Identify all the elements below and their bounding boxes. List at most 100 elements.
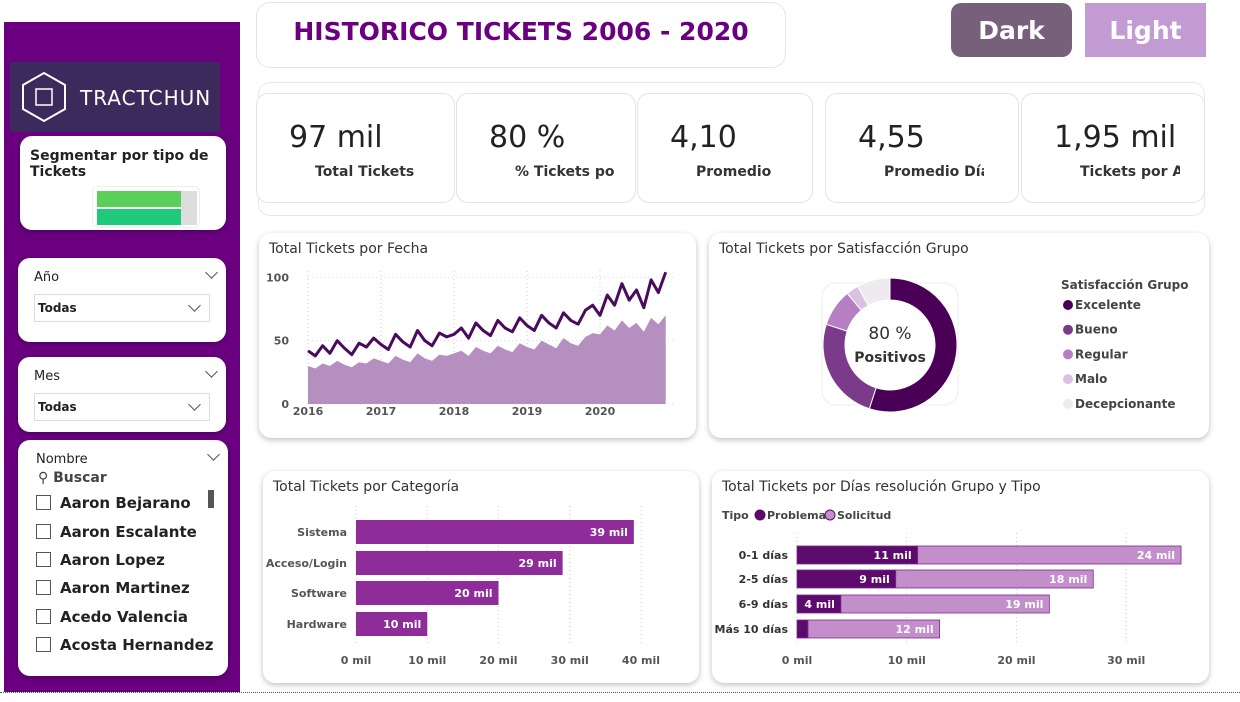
value-label: 29 mil xyxy=(518,557,556,570)
filter-label: Nombre xyxy=(36,452,88,467)
kpi-value: 1,95 mil xyxy=(1054,120,1177,155)
value-label: 19 mil xyxy=(1005,598,1043,611)
x-tick-label: 30 mil xyxy=(1107,654,1145,667)
bar-segment xyxy=(807,619,941,639)
legend-marker xyxy=(1063,374,1073,385)
filter-value: Todas xyxy=(38,301,77,315)
bar xyxy=(356,581,499,605)
x-tick-label: 2016 xyxy=(293,405,324,418)
logo-icon xyxy=(22,71,66,123)
legend-label: Decepcionante xyxy=(1075,397,1175,411)
legend-marker xyxy=(1063,349,1073,360)
filter-label: Año xyxy=(34,270,60,285)
bar-segment xyxy=(840,594,1050,614)
chart-title: Total Tickets por Categoría xyxy=(272,479,459,495)
legend-marker xyxy=(1063,300,1073,310)
name-filter: Nombre ⚲ Buscar Aaron Bejarano Aaron Esc… xyxy=(18,440,228,676)
x-tick-label: 2018 xyxy=(439,405,470,418)
bar-segment xyxy=(895,569,1094,589)
legend-title: Tipo xyxy=(722,509,749,522)
chart-card: Total Tickets por Fecha 2016 2017 2018 2019 2… xyxy=(259,233,696,438)
pie-slice xyxy=(868,277,958,413)
category-label: 0-1 días xyxy=(739,549,789,562)
value-label: 39 mil xyxy=(590,526,628,539)
legend-label: Solicitud xyxy=(837,509,891,522)
legend-label: Malo xyxy=(1075,372,1107,386)
name-text: Aaron Martinez xyxy=(60,579,190,597)
search[interactable]: ⚲ Buscar xyxy=(38,470,107,486)
year-filter: Año Todas xyxy=(18,258,226,342)
value-label: 11 mil xyxy=(874,549,912,562)
value-label: 18 mil xyxy=(1049,573,1087,586)
category-label: Acceso/Login xyxy=(266,557,347,570)
x-tick-label: 0 mil xyxy=(782,654,813,667)
month-filter: Mes Todas xyxy=(18,357,226,432)
search-text: Buscar xyxy=(53,470,107,486)
kpi-label: Promedio xyxy=(696,164,772,180)
kpi-label: Promedio Días xyxy=(884,164,984,180)
segment-button[interactable] xyxy=(92,186,200,228)
name-item[interactable]: Aaron Martinez xyxy=(36,579,190,597)
x-tick-label: 20 mil xyxy=(479,654,517,667)
value-label: 10 mil xyxy=(383,618,421,631)
kpi-value: 4,10 xyxy=(670,120,737,155)
legend-label: Excelente xyxy=(1075,298,1141,312)
x-tick-label: 2019 xyxy=(512,405,543,418)
center-text: 80 % xyxy=(868,324,911,344)
y-tick-label: 100 xyxy=(266,271,289,284)
kpi-label: Total Tickets xyxy=(315,164,415,180)
kpi-card: 97 mil Total Tickets xyxy=(256,93,455,203)
light-button[interactable]: Light xyxy=(1085,3,1206,57)
bar-segment xyxy=(917,545,1182,565)
page-title: HISTORICO TICKETS 2006 - 2020 xyxy=(256,2,786,68)
chart: Total Tickets por Días resolución Grupo … xyxy=(715,479,1182,667)
bar xyxy=(356,612,428,636)
chart-title: Total Tickets por Fecha xyxy=(268,241,428,257)
center-text: Positivos xyxy=(854,350,926,366)
kpi-card: 1,95 mil Tickets por A xyxy=(1021,93,1205,203)
value-label: 20 mil xyxy=(454,587,492,600)
name-text: Acosta Hernandez xyxy=(60,636,214,654)
name-item[interactable]: Acosta Hernandez xyxy=(36,636,214,654)
filter-dropdown[interactable]: Todas xyxy=(34,294,210,322)
line xyxy=(307,271,668,358)
pie-slice xyxy=(857,277,891,307)
category-label: 6-9 días xyxy=(739,598,789,611)
name-text: Aaron Escalante xyxy=(60,523,197,541)
dark-button[interactable]: Dark xyxy=(951,3,1072,57)
name-item[interactable]: Acedo Valencia xyxy=(36,608,188,626)
legend-title: Satisfacción Grupo xyxy=(1061,278,1189,292)
chart: Total Tickets por Satisfacción Grupo 80 %… xyxy=(718,241,1189,413)
y-tick-label: 0 xyxy=(281,398,289,411)
legend-label: Regular xyxy=(1075,347,1128,361)
kpi-value: 4,55 xyxy=(858,120,925,155)
category-label: Más 10 días xyxy=(715,623,789,636)
name-item[interactable]: Aaron Lopez xyxy=(36,551,165,569)
chart: Total Tickets por Fecha 2016 2017 2018 2019 2… xyxy=(266,241,673,418)
filter-dropdown[interactable]: Todas xyxy=(34,393,210,421)
x-tick-label: 20 mil xyxy=(997,654,1035,667)
x-tick-label: 0 mil xyxy=(341,654,372,667)
chart-title: Total Tickets por Satisfacción Grupo xyxy=(718,241,969,257)
bar xyxy=(356,551,563,575)
logo: TRACTCHUN xyxy=(10,62,220,132)
legend-marker xyxy=(1063,398,1073,409)
segment-card: Segmentar por tipo de Tickets xyxy=(20,136,226,230)
filter-value: Todas xyxy=(38,400,77,414)
legend-marker xyxy=(754,509,766,521)
logo-text: TRACTCHUN xyxy=(80,86,212,110)
kpi-label: % Tickets po xyxy=(515,164,615,180)
name-item[interactable]: Aaron Escalante xyxy=(36,523,197,541)
legend-label: Bueno xyxy=(1075,323,1118,337)
value-label: 4 mil xyxy=(804,598,835,611)
legend-marker xyxy=(1063,324,1073,335)
chart-card: Total Tickets por Días resolución Grupo … xyxy=(712,471,1209,683)
x-tick-label: 2017 xyxy=(366,405,397,418)
kpi-value: 97 mil xyxy=(289,120,383,155)
name-item[interactable]: Aaron Bejarano xyxy=(36,494,191,512)
x-tick-label: 2020 xyxy=(585,405,616,418)
value-label: 9 mil xyxy=(859,573,890,586)
category-label: 2-5 días xyxy=(739,573,789,586)
bar-segment xyxy=(796,619,809,639)
